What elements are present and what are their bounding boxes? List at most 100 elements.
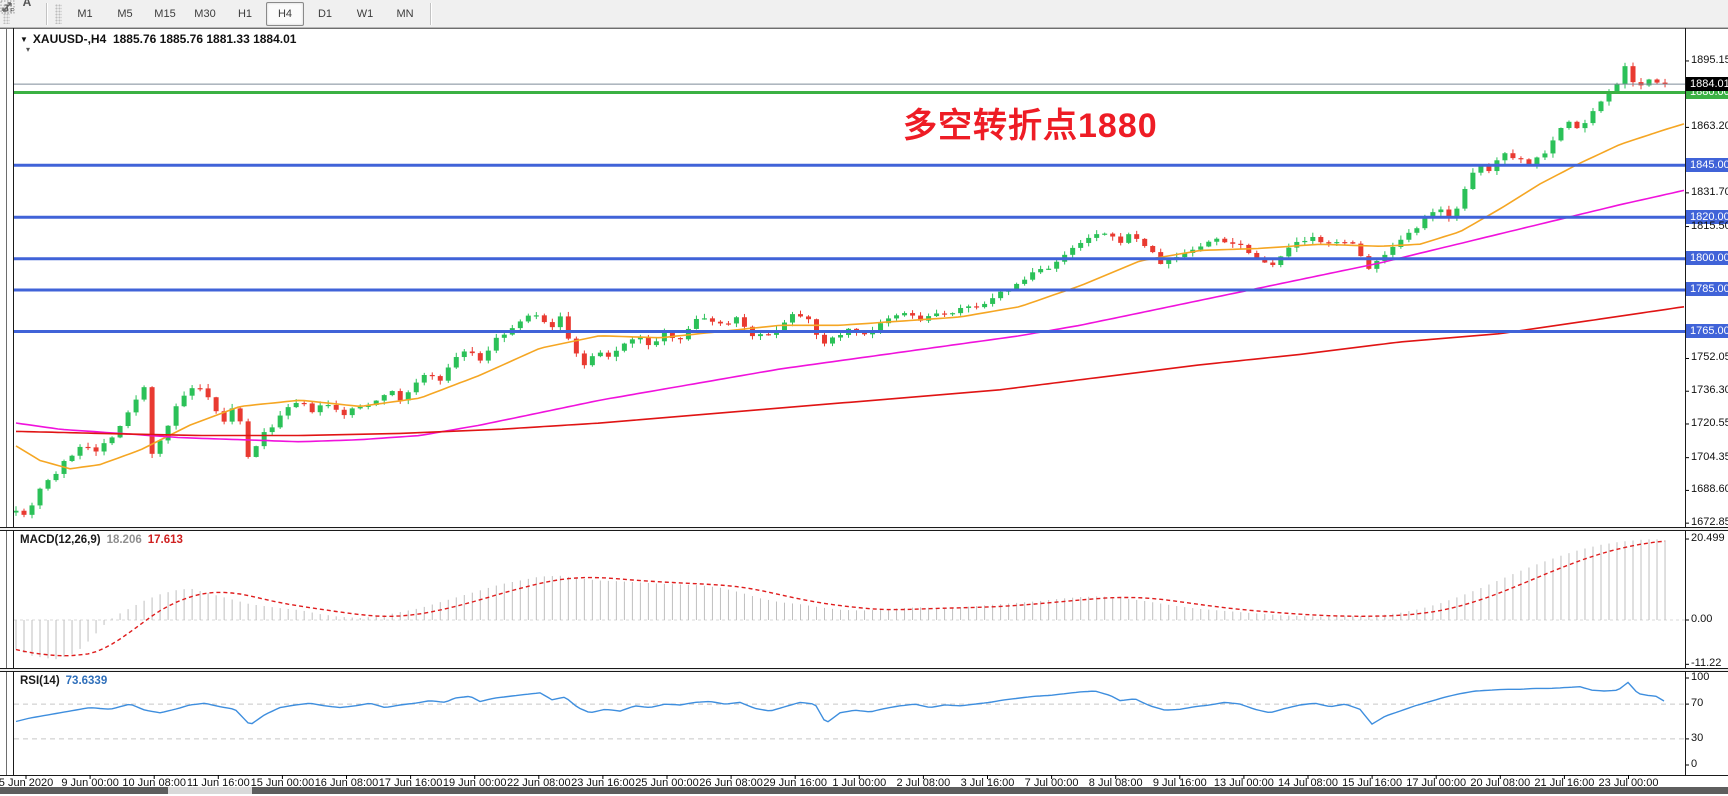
timeframe-m30-button[interactable]: M30	[194, 7, 216, 20]
toolbar: F A T ▾ M1 M5 M15 M30 H1 H4 D1 W1 MN	[0, 0, 1728, 54]
candle-body	[301, 402, 307, 405]
time-label-9-Jun-00-00: 9 Jun 00:00	[61, 777, 119, 789]
candle-body	[1406, 232, 1412, 240]
candle-body	[317, 405, 323, 413]
chart-title[interactable]: ▼ XAUUSD-,H4 1885.76 1885.76 1881.33 1884…	[20, 32, 296, 46]
candle-body	[1206, 241, 1212, 247]
time-label-14-Jul-08-00: 14 Jul 08:00	[1278, 777, 1338, 789]
candle-body	[886, 318, 892, 324]
timeframe-mn-button[interactable]: MN	[396, 7, 414, 20]
candle-body	[1310, 236, 1316, 241]
candle-body	[1502, 153, 1508, 161]
candle-body	[902, 313, 908, 316]
timeframe-m5-button[interactable]: M5	[117, 7, 133, 20]
candle-body	[1534, 157, 1540, 165]
price-tick-1895.15: 1895.15	[1691, 53, 1728, 66]
candle-body	[469, 351, 475, 354]
candle-body	[789, 314, 795, 323]
candle-body	[1094, 234, 1100, 238]
timeframe-m15-button[interactable]: M15	[154, 7, 176, 20]
svg-text:F: F	[10, 8, 14, 14]
candle-body	[341, 409, 347, 416]
timeframe-m1-button[interactable]: M1	[77, 7, 93, 20]
candle-body	[1390, 246, 1396, 255]
candle-body	[765, 334, 771, 336]
candle-body	[269, 427, 275, 433]
candle-body	[1078, 242, 1084, 248]
toolbar-grip[interactable]	[3, 3, 10, 24]
price-level-label-1845.00: 1845.00	[1686, 157, 1728, 172]
time-label-26-Jun-08-00: 26 Jun 08:00	[699, 777, 763, 789]
candle-body	[1294, 241, 1300, 248]
rsi-axis-30: 30	[1691, 731, 1704, 744]
panel-splitter[interactable]	[0, 668, 1728, 672]
candle-body	[1126, 234, 1132, 243]
candle-body	[733, 317, 739, 324]
timeframe-h1-button[interactable]: H1	[237, 7, 253, 20]
candle-body	[541, 315, 547, 323]
candle-body	[1350, 242, 1356, 244]
candle-body	[757, 334, 763, 337]
candle-body	[293, 402, 299, 408]
candle-body	[285, 407, 291, 416]
candle-body	[998, 291, 1004, 299]
candle-body	[221, 411, 227, 422]
candle-body	[1414, 228, 1420, 233]
candle-body	[565, 316, 571, 339]
candle-body	[1286, 247, 1292, 257]
toolbar-grip-2[interactable]	[55, 3, 62, 24]
macd-axis--11.22: -11.22	[1691, 657, 1722, 670]
price-tick-1752.05: 1752.05	[1691, 351, 1728, 364]
candle-body	[1662, 82, 1668, 85]
tool-styler-button[interactable]: ▾	[2, 2, 40, 62]
scrollbar-thumb[interactable]	[168, 787, 252, 794]
candle-body	[1166, 259, 1172, 264]
price-tick-1736.30: 1736.30	[1691, 384, 1728, 397]
candle-body	[277, 415, 283, 428]
candle-body	[1198, 246, 1204, 250]
tool-text-label-button[interactable]: A	[14, 0, 40, 14]
candle-body	[1014, 283, 1020, 291]
candle-body	[1270, 262, 1276, 266]
candle-body	[1622, 66, 1628, 85]
candle-body	[1454, 208, 1460, 218]
symbol-dropdown-icon[interactable]: ▼	[20, 35, 28, 44]
time-label-11-Jun-16-00: 11 Jun 16:00	[186, 777, 250, 789]
price-level-label-1820.00: 1820.00	[1686, 209, 1728, 224]
candle-body	[1430, 212, 1436, 219]
price-tick-1672.85: 1672.85	[1691, 516, 1728, 529]
candle-body	[1030, 272, 1036, 280]
candle-body	[525, 315, 531, 322]
candle-body	[974, 306, 980, 308]
candle-body	[1598, 101, 1604, 112]
rsi-axis-70: 70	[1691, 697, 1704, 710]
candle-body	[37, 488, 43, 506]
candle-body	[894, 315, 900, 319]
candle-body	[405, 392, 411, 401]
candle-body	[701, 318, 707, 320]
candle-body	[830, 337, 836, 344]
timeframe-w1-button[interactable]: W1	[356, 7, 374, 20]
tool-text-tool-button[interactable]: T	[0, 0, 40, 38]
timeframe-h4-button[interactable]: H4	[266, 1, 304, 26]
timeframe-d1-button[interactable]: D1	[317, 7, 333, 20]
candle-body	[645, 337, 651, 346]
candle-body	[189, 388, 195, 396]
candle-body	[1238, 243, 1244, 245]
candle-body	[1446, 209, 1452, 218]
time-label-2-Jul-08-00: 2 Jul 08:00	[896, 777, 951, 789]
horizontal-scrollbar[interactable]	[0, 787, 1728, 794]
panel-splitter[interactable]	[0, 527, 1728, 531]
candle-body	[349, 408, 355, 416]
last-price-label: 1884.01	[1686, 76, 1728, 91]
candle-body	[1150, 246, 1156, 253]
candle-body	[549, 322, 555, 328]
candle-body	[1366, 256, 1372, 269]
candle-body	[325, 404, 331, 407]
candle-body	[437, 376, 443, 381]
price-tick-1688.60: 1688.60	[1691, 483, 1728, 496]
candle-body	[878, 323, 884, 331]
candle-body	[581, 353, 587, 366]
